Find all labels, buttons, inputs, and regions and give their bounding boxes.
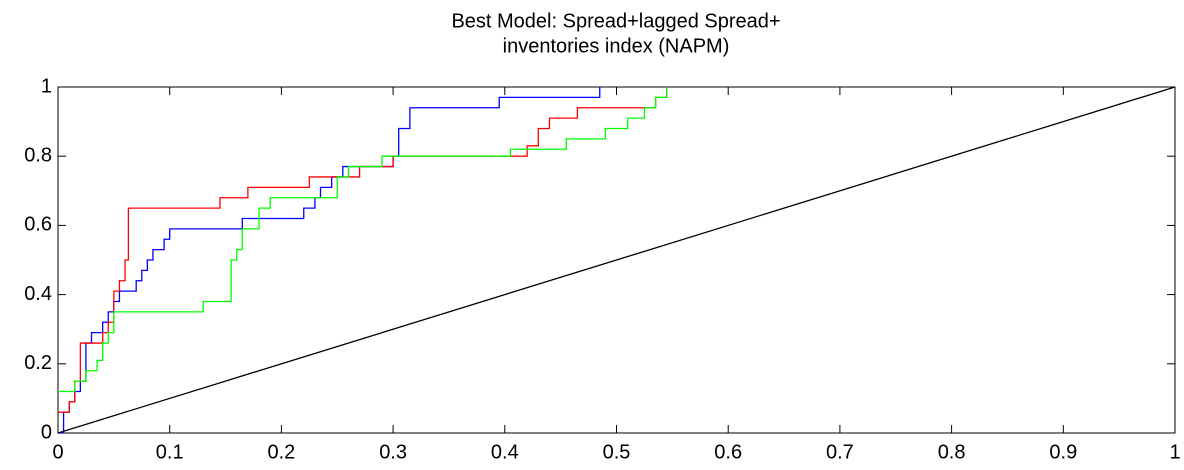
roc-line	[57, 86, 1176, 434]
y-tick-label: 0	[41, 421, 52, 443]
x-tick-label: 0.1	[156, 441, 184, 463]
x-tick-label: 0.3	[379, 441, 407, 463]
roc-line	[58, 87, 668, 393]
y-tick-label: 1	[41, 75, 52, 97]
y-tick-label: 0.2	[24, 352, 52, 374]
roc-line	[58, 87, 668, 413]
x-tick-label: 0	[52, 441, 63, 463]
x-tick-label: 0.5	[603, 441, 631, 463]
x-tick-label: 1	[1169, 441, 1180, 463]
x-tick-label: 0.8	[938, 441, 966, 463]
chart-title: Best Model: Spread+lagged Spread+	[451, 10, 780, 32]
chart-title: inventories index (NAPM)	[503, 35, 730, 57]
x-tick-label: 0.6	[714, 441, 742, 463]
y-tick-label: 0.6	[24, 214, 52, 236]
x-tick-label: 0.4	[491, 441, 519, 463]
x-tick-label: 0.9	[1049, 441, 1077, 463]
y-tick-label: 0.4	[24, 283, 52, 305]
x-tick-label: 0.7	[826, 441, 854, 463]
x-tick-label: 0.2	[267, 441, 295, 463]
y-tick-label: 0.8	[24, 144, 52, 166]
